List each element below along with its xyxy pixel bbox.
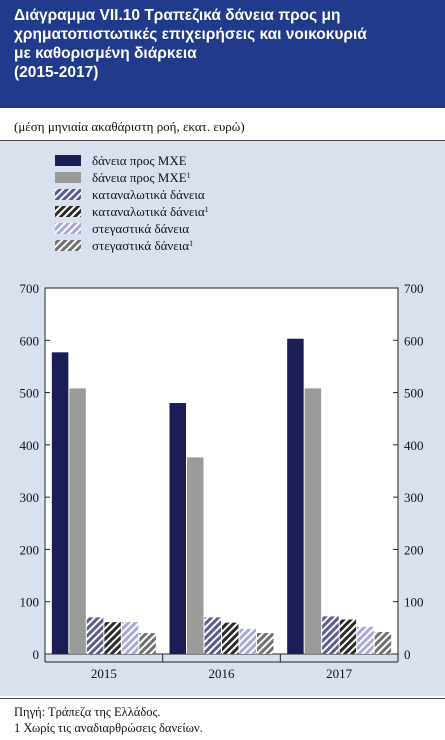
bar-καταναλωτικά-δάνεια-2016 bbox=[204, 617, 221, 654]
bar-δάνεια-προς-ΜΧΕ-2017 bbox=[287, 338, 304, 654]
bar-δάνεια-προς-ΜΧΕ-excl-2015 bbox=[69, 388, 86, 654]
y-tick-label-left: 600 bbox=[20, 333, 40, 348]
bar-δάνεια-προς-ΜΧΕ-excl-2016 bbox=[187, 457, 204, 654]
source-note: Πηγή: Τράπεζα της Ελλάδος. bbox=[14, 705, 161, 719]
x-tick-label-2016: 2016 bbox=[209, 666, 236, 681]
plot-frame bbox=[44, 287, 399, 655]
y-tick-label-right: 200 bbox=[404, 542, 424, 557]
bar-στεγαστικά-δάνεια-2017 bbox=[357, 626, 374, 654]
y-tick-label-left: 500 bbox=[20, 386, 40, 401]
legend-swatch-0 bbox=[55, 155, 81, 166]
bar-chart: δάνεια προς ΜΧΕ δάνεια προς ΜΧΕ1 καταναλωτ… bbox=[20, 153, 424, 681]
bar-δάνεια-προς-ΜΧΕ-2016 bbox=[169, 403, 186, 654]
bar-στεγαστικά-δάνεια-excl-2016 bbox=[257, 633, 274, 654]
legend: δάνεια προς ΜΧΕ δάνεια προς ΜΧΕ1 καταναλωτ… bbox=[55, 153, 209, 253]
y-tick-label-left: 200 bbox=[20, 542, 40, 557]
legend-swatch-2 bbox=[55, 189, 81, 200]
legend-footnote-mark-5: 1 bbox=[189, 239, 193, 248]
bar-καταναλωτικά-δάνεια-2015 bbox=[86, 617, 104, 654]
legend-swatch-3 bbox=[55, 206, 81, 217]
y-tick-label-right: 700 bbox=[404, 281, 424, 296]
y-tick-label-right: 400 bbox=[404, 438, 424, 453]
y-tick-label-left: 300 bbox=[20, 490, 40, 505]
bottom-divider bbox=[0, 698, 445, 699]
y-tick-label-left: 0 bbox=[33, 647, 40, 662]
bar-καταναλωτικά-δάνεια-excl-2015 bbox=[104, 622, 121, 654]
legend-swatch-5 bbox=[55, 240, 81, 251]
legend-swatch-1 bbox=[55, 172, 81, 183]
legend-swatch-4 bbox=[55, 223, 81, 234]
bar-καταναλωτικά-δάνεια-excl-2017 bbox=[339, 619, 357, 654]
y-tick-label-left: 400 bbox=[20, 438, 40, 453]
bar-καταναλωτικά-δάνεια-2017 bbox=[322, 616, 339, 654]
legend-label-5: στεγαστικά δάνεια1 bbox=[92, 238, 193, 253]
y-tick-label-left: 700 bbox=[20, 281, 40, 296]
y-tick-label-right: 300 bbox=[404, 490, 424, 505]
y-tick-label-left: 100 bbox=[20, 595, 40, 610]
legend-label-3: καταναλωτικά δάνεια1 bbox=[92, 204, 209, 219]
x-tick-label-2017: 2017 bbox=[326, 666, 353, 681]
y-tick-label-right: 600 bbox=[404, 333, 424, 348]
chart-title-line-1: Διάγραμμα VII.10 Τραπεζικά δάνεια προς μ… bbox=[14, 7, 341, 24]
footnote: 1 Χωρίς τις αναδιαρθρώσεις δανείων. bbox=[14, 721, 203, 735]
y-tick-label-right: 100 bbox=[404, 595, 424, 610]
bar-στεγαστικά-δάνεια-2016 bbox=[239, 628, 256, 654]
legend-footnote-mark-3: 1 bbox=[205, 205, 209, 214]
legend-label-1: δάνεια προς ΜΧΕ1 bbox=[92, 170, 191, 185]
top-divider bbox=[0, 140, 445, 141]
bar-καταναλωτικά-δάνεια-excl-2016 bbox=[222, 622, 239, 654]
legend-label-0: δάνεια προς ΜΧΕ bbox=[92, 153, 187, 168]
chart-title-line-2: χρηματοπιστωτικές επιχειρήσεις και νοικο… bbox=[14, 26, 367, 43]
bar-στεγαστικά-δάνεια-excl-2017 bbox=[374, 632, 392, 654]
chart-title-line-4: (2015-2017) bbox=[14, 64, 99, 81]
title-banner: Διάγραμμα VII.10 Τραπεζικά δάνεια προς μ… bbox=[0, 0, 445, 108]
legend-footnote-mark-1: 1 bbox=[187, 171, 191, 180]
bar-δάνεια-προς-ΜΧΕ-excl-2017 bbox=[304, 388, 322, 654]
y-tick-label-right: 0 bbox=[404, 647, 411, 662]
bar-δάνεια-προς-ΜΧΕ-2015 bbox=[51, 352, 69, 654]
bar-στεγαστικά-δάνεια-excl-2015 bbox=[139, 633, 156, 654]
bar-στεγαστικά-δάνεια-2015 bbox=[121, 622, 139, 654]
x-tick-label-2015: 2015 bbox=[91, 666, 117, 681]
legend-label-4: στεγαστικά δάνεια bbox=[92, 221, 189, 236]
chart-subtitle: (μέση μηνιαία ακαθάριστη ροή, εκατ. ευρώ… bbox=[14, 119, 245, 134]
chart-title-line-3: με καθορισμένη διάρκεια bbox=[14, 45, 197, 62]
legend-label-2: καταναλωτικά δάνεια bbox=[92, 187, 205, 202]
y-tick-label-right: 500 bbox=[404, 386, 424, 401]
